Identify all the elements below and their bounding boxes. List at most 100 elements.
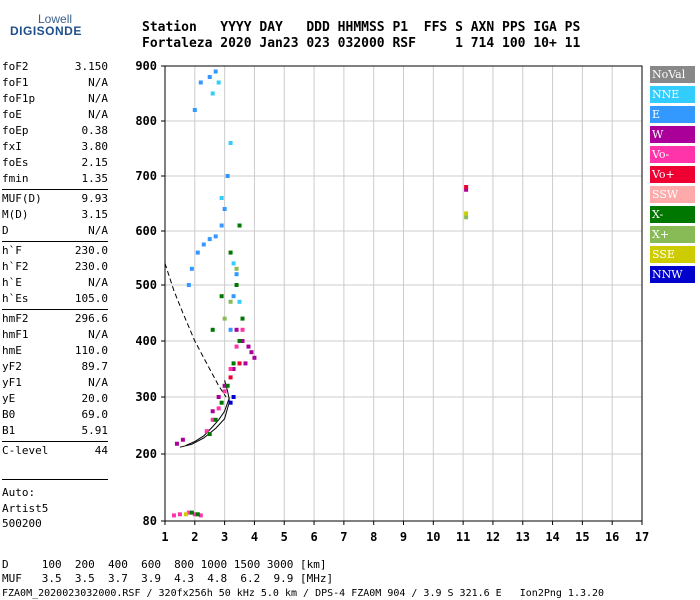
param-value: N/A	[88, 92, 108, 105]
param-value: 296.6	[74, 312, 108, 325]
param-row-fof1: foF1 N/A	[2, 76, 108, 90]
point-vo	[186, 510, 191, 515]
y-tick-label: 400	[135, 334, 157, 348]
param-row-he: h`E N/A	[2, 276, 108, 290]
param-row-md: M(D) 3.15	[2, 208, 108, 222]
legend-item-w: W	[650, 126, 695, 143]
logo-digisonde: DIGISONDE	[10, 24, 82, 38]
point-vo	[234, 344, 239, 349]
point-w	[216, 395, 221, 399]
point-e	[213, 69, 218, 74]
auto-label: Auto:	[2, 486, 36, 499]
point-e	[207, 75, 212, 79]
legend-item-nnw: NNW	[650, 266, 695, 283]
point-e	[231, 294, 236, 299]
point-vo	[192, 512, 197, 517]
param-separator	[2, 189, 108, 190]
point-e	[219, 223, 224, 228]
param-row-hme: hmE 110.0	[2, 344, 108, 358]
x-tick-label: 10	[426, 530, 440, 544]
param-name: foF1	[2, 76, 29, 89]
param-row-hmf2: hmF2 296.6	[2, 312, 108, 326]
param-name: hmE	[2, 344, 22, 357]
point-nnw	[231, 395, 236, 399]
param-row-hf: h`F 230.0	[2, 244, 108, 258]
param-name: yF1	[2, 376, 22, 389]
param-value: 110.0	[74, 344, 108, 357]
x-tick-label: 6	[310, 530, 317, 544]
param-name: h`F	[2, 244, 22, 257]
param-name: foF1p	[2, 92, 36, 105]
footer-muf-line: MUF 3.5 3.5 3.7 3.9 4.3 4.8 6.2 9.9 [MHz…	[2, 572, 334, 585]
param-name: MUF(D)	[2, 192, 42, 205]
param-value: N/A	[88, 376, 108, 389]
param-row-b1: B1 5.91	[2, 424, 108, 438]
point-e	[189, 266, 194, 271]
point-e	[207, 237, 212, 242]
param-name: foF2	[2, 60, 29, 73]
param-separator	[2, 479, 108, 480]
footer-file-line: FZA0M_2020023032000.RSF / 320fx256h 50 k…	[2, 588, 605, 599]
legend-item-sse: SSE	[650, 246, 695, 263]
point-x	[207, 432, 212, 437]
param-value: 44	[94, 444, 108, 457]
y-tick-label: 500	[135, 278, 157, 292]
param-name: D	[2, 224, 9, 237]
param-name: yF2	[2, 360, 22, 373]
legend-item-x: X+	[650, 226, 695, 243]
param-value: 3.80	[81, 140, 109, 153]
point-vo	[177, 512, 182, 517]
x-tick-label: 13	[516, 530, 530, 544]
point-x	[228, 250, 233, 255]
point-x	[213, 417, 218, 422]
point-nne	[228, 141, 233, 145]
param-row-foes: foEs 2.15	[2, 156, 108, 170]
param-value: 1.35	[81, 172, 109, 185]
x-tick-label: 15	[575, 530, 589, 544]
param-value: N/A	[88, 224, 108, 237]
point-x	[228, 299, 233, 304]
param-value: N/A	[88, 108, 108, 121]
point-e	[234, 272, 239, 277]
point-x	[464, 215, 469, 220]
y-tick-label: 900	[135, 59, 157, 73]
header-line-1: Station YYYY DAY DDD HHMMSS P1 FFS S AXN…	[142, 20, 581, 35]
param-name: h`F2	[2, 260, 29, 273]
param-name: foEs	[2, 156, 29, 169]
param-row-fof2: foF2 3.150	[2, 60, 108, 74]
legend-item-ssw: SSW	[650, 186, 695, 203]
param-name: C-level	[2, 444, 49, 457]
point-x	[219, 400, 224, 405]
auto-version: 500200	[2, 517, 42, 530]
param-row-hf2: h`F2 230.0	[2, 260, 108, 274]
y-tick-label: 600	[135, 224, 157, 238]
point-w	[222, 383, 227, 388]
point-sse	[183, 512, 188, 517]
point-nne	[237, 299, 242, 304]
legend-item-vo: Vo-	[650, 146, 695, 163]
point-x	[195, 512, 200, 517]
x-tick-label: 2	[191, 530, 198, 544]
logo-lowell: Lowell	[38, 12, 73, 26]
param-row-b0: B0 69.0	[2, 408, 108, 422]
point-w	[231, 367, 236, 371]
y-tick-label: 700	[135, 169, 157, 183]
point-e	[198, 80, 203, 85]
point-w	[243, 361, 248, 366]
param-row-mufd: MUF(D) 9.93	[2, 192, 108, 206]
point-w	[464, 187, 469, 192]
point-w	[249, 350, 254, 355]
auto-artist: Artist5	[2, 502, 49, 515]
x-tick-label: 16	[605, 530, 619, 544]
point-e	[213, 234, 218, 239]
param-row-fxi: fxI 3.80	[2, 140, 108, 154]
point-x	[225, 383, 230, 388]
legend-item-nne: NNE	[650, 86, 695, 103]
param-row-fof1p: foF1p N/A	[2, 92, 108, 106]
point-vo	[240, 327, 245, 332]
point-e	[192, 108, 197, 112]
param-value: 69.0	[81, 408, 109, 421]
legend-item-e: E	[650, 106, 695, 123]
point-nne	[231, 261, 236, 266]
